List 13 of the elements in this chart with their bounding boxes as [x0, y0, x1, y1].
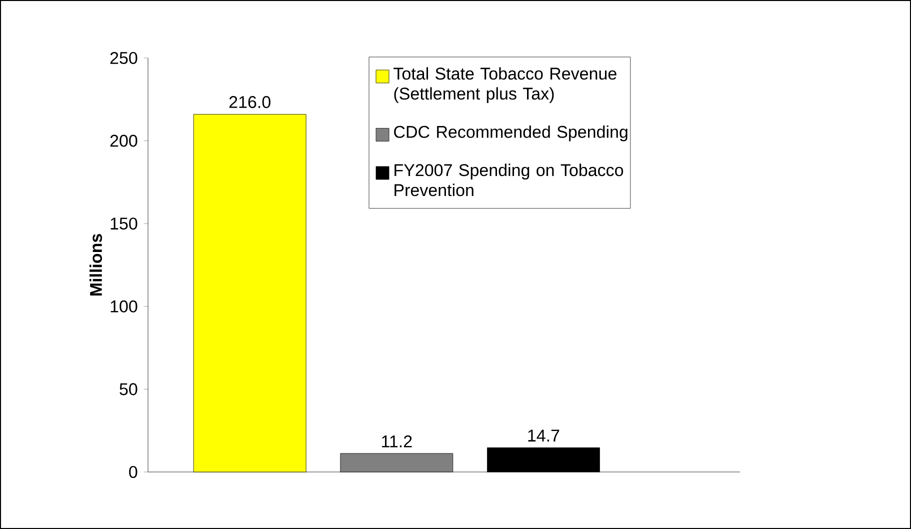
- y-tick-label: 100: [110, 300, 138, 312]
- y-tick-label: 150: [110, 218, 138, 230]
- data-label: 216.0: [229, 96, 270, 108]
- legend-label: CDC Recommended Spending: [394, 125, 628, 142]
- legend-label: FY2007 Spending on Tobacco Prevention: [394, 164, 624, 196]
- data-label: 14.7: [528, 430, 560, 442]
- y-tick-label: 250: [110, 52, 138, 64]
- y-axis-title: Millions: [90, 234, 102, 296]
- y-tick-label: 200: [110, 134, 138, 147]
- data-label: 11.2: [382, 435, 412, 448]
- y-tick-label: 50: [120, 383, 138, 396]
- y-tick-label: 0: [129, 466, 138, 478]
- legend-label: Total State Tobacco Revenue (Settlement plus Tax): [394, 67, 616, 104]
